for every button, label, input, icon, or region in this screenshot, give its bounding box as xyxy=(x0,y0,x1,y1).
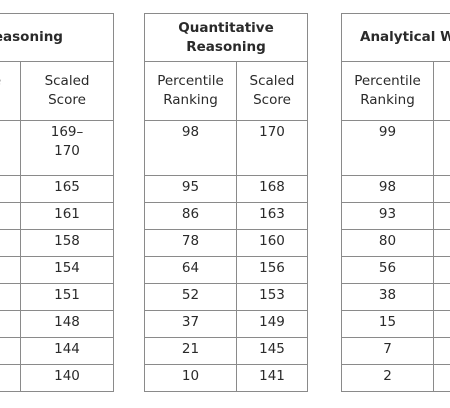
verbal-scaled-cell: 158 xyxy=(19,229,114,257)
verbal-table-row: 169– 170 xyxy=(0,120,114,176)
quant-percentile-cell: 10 xyxy=(144,364,237,392)
verbal-percentile-cell xyxy=(0,202,21,230)
verbal-percentile-cell xyxy=(0,175,21,203)
verbal-percentile-header: centile king xyxy=(0,61,21,121)
writing-percentile-cell: 80 xyxy=(341,229,434,257)
quant-percentile-cell: 52 xyxy=(144,283,237,311)
verbal-percentile-cell xyxy=(0,283,21,311)
verbal-percentile-cell xyxy=(0,120,21,176)
quant-percentile-cell: 86 xyxy=(144,202,237,230)
writing-scaled-cell xyxy=(433,229,450,257)
quant-table-row: 98 170 xyxy=(144,120,308,176)
verbal-table-row: 140 xyxy=(0,364,114,392)
writing-scaled-cell xyxy=(433,364,450,392)
verbal-table-row: 158 xyxy=(0,229,114,257)
quant-percentile-cell: 95 xyxy=(144,175,237,203)
quant-scaled-cell: 160 xyxy=(236,229,308,257)
quant-scaled-header: Scaled Score xyxy=(236,61,308,121)
verbal-scaled-cell: 169– 170 xyxy=(19,120,114,176)
quant-percentile-header: Percentile Ranking xyxy=(144,61,237,121)
quant-scaled-cell: 141 xyxy=(236,364,308,392)
writing-percentile-cell: 2 xyxy=(341,364,434,392)
writing-percentile-cell: 38 xyxy=(341,283,434,311)
verbal-reasoning-table: al Reasoning centile king Scaled Score 1… xyxy=(0,13,114,392)
verbal-table-row: 165 xyxy=(0,175,114,203)
analytical-writing-table: Analytical Wr Percentile Ranking 9998938… xyxy=(341,13,450,392)
verbal-scaled-cell: 144 xyxy=(19,337,114,365)
writing-table-row: 98 xyxy=(341,175,450,203)
verbal-table-row: 151 xyxy=(0,283,114,311)
verbal-scaled-cell: 148 xyxy=(19,310,114,338)
verbal-table-row: 161 xyxy=(0,202,114,230)
verbal-table-row: 154 xyxy=(0,256,114,284)
quant-table-row: 78 160 xyxy=(144,229,308,257)
quant-scaled-cell: 145 xyxy=(236,337,308,365)
writing-percentile-cell: 56 xyxy=(341,256,434,284)
writing-table-row: 2 xyxy=(341,364,450,392)
writing-scaled-cell xyxy=(433,310,450,338)
writing-scaled-cell xyxy=(433,256,450,284)
writing-scaled-header xyxy=(433,61,450,121)
quant-table-row: 10 141 xyxy=(144,364,308,392)
verbal-table-row: 144 xyxy=(0,337,114,365)
verbal-percentile-cell xyxy=(0,310,21,338)
quant-percentile-cell: 64 xyxy=(144,256,237,284)
quant-table-row: 21 145 xyxy=(144,337,308,365)
quant-percentile-cell: 98 xyxy=(144,120,237,176)
quant-table-row: 95 168 xyxy=(144,175,308,203)
writing-scaled-cell xyxy=(433,175,450,203)
writing-table-row: 38 xyxy=(341,283,450,311)
verbal-scaled-cell: 161 xyxy=(19,202,114,230)
verbal-scaled-cell: 140 xyxy=(19,364,114,392)
writing-percentile-cell: 98 xyxy=(341,175,434,203)
verbal-scaled-header: Scaled Score xyxy=(19,61,114,121)
quant-scaled-cell: 170 xyxy=(236,120,308,176)
quant-table-row: 52 153 xyxy=(144,283,308,311)
quant-title: Quantitative Reasoning xyxy=(144,13,308,62)
quant-scaled-cell: 163 xyxy=(236,202,308,230)
writing-table-row: 15 xyxy=(341,310,450,338)
verbal-table-row: 148 xyxy=(0,310,114,338)
writing-percentile-cell: 99 xyxy=(341,120,434,176)
quant-table-row: 37 149 xyxy=(144,310,308,338)
writing-table-row: 7 xyxy=(341,337,450,365)
writing-table-row: 80 xyxy=(341,229,450,257)
quantitative-reasoning-table: Quantitative Reasoning Percentile Rankin… xyxy=(144,13,308,392)
quant-scaled-cell: 168 xyxy=(236,175,308,203)
quant-table-row: 64 156 xyxy=(144,256,308,284)
verbal-title: al Reasoning xyxy=(0,13,114,62)
writing-table-row: 99 xyxy=(341,120,450,176)
quant-percentile-cell: 37 xyxy=(144,310,237,338)
writing-scaled-cell xyxy=(433,202,450,230)
writing-percentile-header: Percentile Ranking xyxy=(341,61,434,121)
writing-scaled-cell xyxy=(433,337,450,365)
quant-percentile-cell: 78 xyxy=(144,229,237,257)
writing-table-clip: Analytical Wr Percentile Ranking 9998938… xyxy=(337,0,450,408)
verbal-table-clip: al Reasoning centile king Scaled Score 1… xyxy=(0,0,114,408)
writing-table-row: 56 xyxy=(341,256,450,284)
verbal-scaled-cell: 154 xyxy=(19,256,114,284)
writing-percentile-cell: 15 xyxy=(341,310,434,338)
writing-percentile-cell: 7 xyxy=(341,337,434,365)
writing-scaled-cell xyxy=(433,283,450,311)
writing-title: Analytical Wr xyxy=(341,13,450,62)
quant-scaled-cell: 156 xyxy=(236,256,308,284)
writing-table-row: 93 xyxy=(341,202,450,230)
verbal-percentile-cell xyxy=(0,337,21,365)
writing-percentile-cell: 93 xyxy=(341,202,434,230)
quant-scaled-cell: 149 xyxy=(236,310,308,338)
verbal-percentile-cell xyxy=(0,256,21,284)
quant-percentile-cell: 21 xyxy=(144,337,237,365)
verbal-percentile-cell xyxy=(0,229,21,257)
verbal-percentile-cell xyxy=(0,364,21,392)
verbal-scaled-cell: 165 xyxy=(19,175,114,203)
quant-scaled-cell: 153 xyxy=(236,283,308,311)
quant-table-row: 86 163 xyxy=(144,202,308,230)
writing-scaled-cell xyxy=(433,120,450,176)
verbal-scaled-cell: 151 xyxy=(19,283,114,311)
